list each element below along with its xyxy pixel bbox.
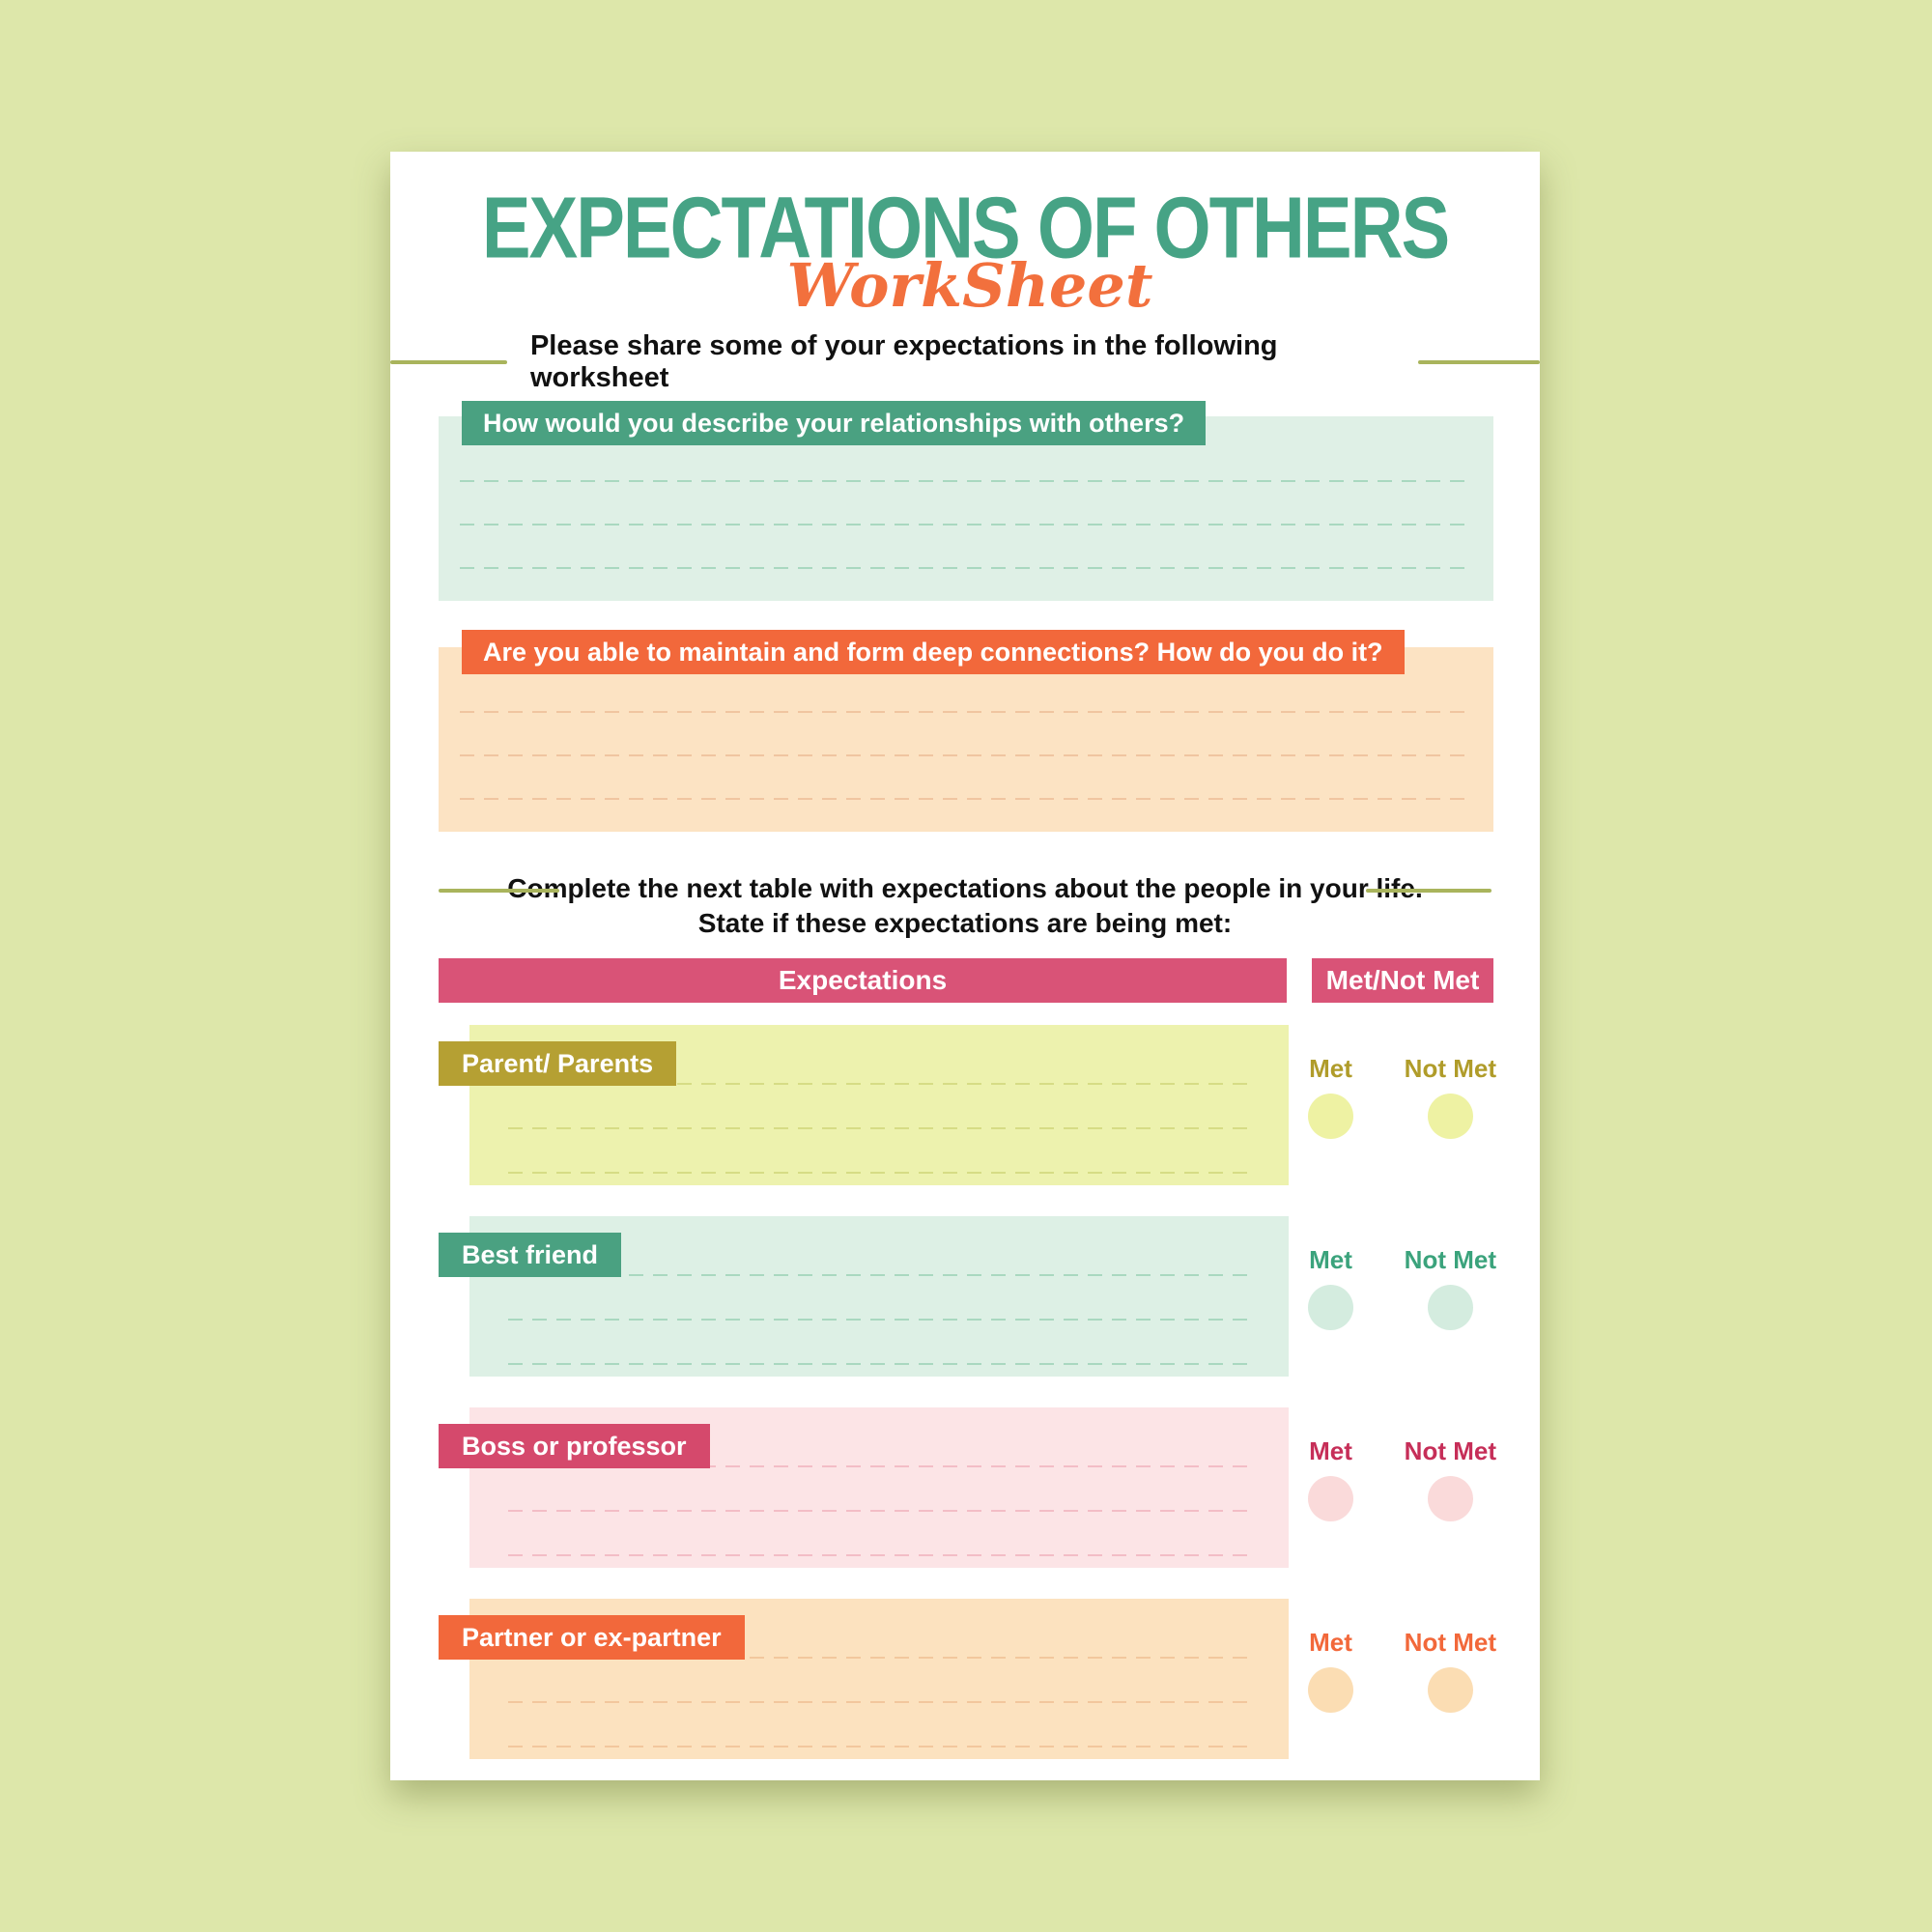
not-met-circle[interactable] <box>1427 1476 1473 1521</box>
not-met-option: Not Met <box>1405 1054 1496 1139</box>
not-met-option: Not Met <box>1405 1436 1496 1521</box>
met-label: Met <box>1309 1054 1352 1083</box>
worksheet-title: EXPECTATIONS OF OTHERS <box>481 180 1450 277</box>
writing-line <box>508 1746 1250 1747</box>
met-option: Met <box>1308 1436 1353 1521</box>
row-label: Boss or professor <box>439 1424 710 1468</box>
met-options: Met Not Met <box>1308 1054 1496 1139</box>
not-met-label: Not Met <box>1404 1628 1496 1657</box>
not-met-label: Not Met <box>1404 1245 1496 1274</box>
writing-line <box>460 567 1472 569</box>
table-instructions-line2: State if these expectations are being me… <box>697 908 1233 938</box>
row-writing-area[interactable] <box>469 1216 1289 1377</box>
met-options: Met Not Met <box>1308 1245 1496 1330</box>
writing-line <box>460 754 1472 756</box>
writing-line <box>508 1701 1250 1703</box>
met-circle[interactable] <box>1308 1476 1353 1521</box>
not-met-option: Not Met <box>1405 1628 1496 1713</box>
question-1-writing-area[interactable] <box>439 416 1493 601</box>
table-header-expectations: Expectations <box>439 958 1287 1003</box>
table-row-partner: Partner or ex-partner Met Not Met <box>390 1599 1540 1759</box>
met-option: Met <box>1308 1245 1353 1330</box>
table-header-met-not-met: Met/Not Met <box>1312 958 1493 1003</box>
writing-line <box>460 480 1472 482</box>
divider-line-right <box>1418 360 1540 364</box>
met-circle[interactable] <box>1308 1094 1353 1139</box>
writing-line <box>508 1465 1250 1467</box>
divider-line-left <box>390 360 507 364</box>
met-options: Met Not Met <box>1308 1436 1496 1521</box>
writing-line <box>508 1127 1250 1129</box>
intro-heading: Please share some of your expectations i… <box>529 330 1278 393</box>
worksheet-subtitle: WorkSheet <box>786 250 1153 321</box>
writing-line <box>508 1172 1250 1174</box>
table-row-best-friend: Best friend Met Not Met <box>390 1216 1540 1377</box>
table-row-boss-professor: Boss or professor Met Not Met <box>390 1407 1540 1568</box>
table-instructions-line1: Complete the next table with expectation… <box>507 873 1423 903</box>
not-met-circle[interactable] <box>1427 1094 1473 1139</box>
met-label: Met <box>1309 1245 1352 1274</box>
met-circle[interactable] <box>1308 1285 1353 1330</box>
met-option: Met <box>1308 1054 1353 1139</box>
writing-line <box>460 524 1472 526</box>
divider-line-left <box>439 889 559 893</box>
writing-line <box>508 1274 1250 1276</box>
question-2-label: Are you able to maintain and form deep c… <box>462 630 1405 674</box>
met-circle[interactable] <box>1308 1667 1353 1713</box>
writing-line <box>508 1510 1250 1512</box>
writing-line <box>508 1657 1250 1659</box>
not-met-label: Not Met <box>1404 1054 1496 1083</box>
question-1-label: How would you describe your relationship… <box>462 401 1207 445</box>
writing-line <box>508 1363 1250 1365</box>
writing-line <box>460 798 1472 800</box>
writing-line <box>508 1554 1250 1556</box>
met-options: Met Not Met <box>1308 1628 1496 1713</box>
writing-line <box>460 711 1472 713</box>
table-instructions: Complete the next table with expectation… <box>390 871 1540 941</box>
met-option: Met <box>1308 1628 1353 1713</box>
worksheet-page: EXPECTATIONS OF OTHERS WorkSheet Please … <box>390 152 1540 1780</box>
row-label: Partner or ex-partner <box>439 1615 745 1660</box>
intro-heading-row: Please share some of your expectations i… <box>390 330 1540 393</box>
writing-line <box>508 1319 1250 1321</box>
divider-line-right <box>1366 889 1492 893</box>
not-met-circle[interactable] <box>1427 1285 1473 1330</box>
met-label: Met <box>1309 1436 1352 1465</box>
not-met-option: Not Met <box>1405 1245 1496 1330</box>
not-met-circle[interactable] <box>1427 1667 1473 1713</box>
met-label: Met <box>1309 1628 1352 1657</box>
row-label: Best friend <box>439 1233 622 1277</box>
question-2-writing-area[interactable] <box>439 647 1493 832</box>
not-met-label: Not Met <box>1404 1436 1496 1465</box>
writing-line <box>508 1083 1250 1085</box>
row-label: Parent/ Parents <box>439 1041 677 1086</box>
table-row-parents: Parent/ Parents Met Not Met <box>390 1025 1540 1185</box>
